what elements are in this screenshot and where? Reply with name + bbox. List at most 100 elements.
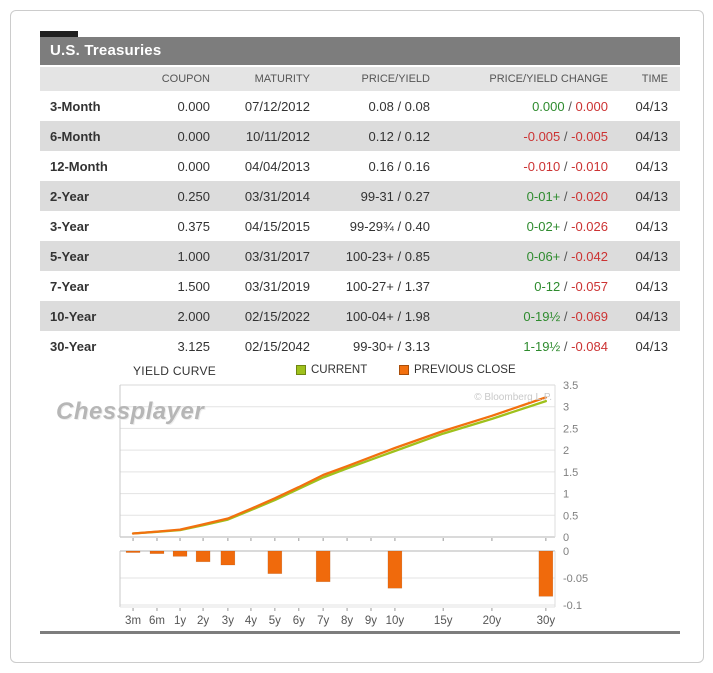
tab-notch — [40, 31, 78, 37]
svg-text:1: 1 — [563, 489, 569, 501]
maturity-value: 02/15/2042 — [244, 338, 310, 354]
previous-close-swatch-icon — [399, 365, 409, 375]
table-row: 3-Year 0.375 04/15/2015 99-29¾ / 0.40 0-02+ … — [40, 211, 680, 241]
svg-text:3m: 3m — [125, 615, 141, 627]
current-swatch-icon — [296, 365, 306, 375]
svg-text:6m: 6m — [149, 615, 165, 627]
price-yield-change-value: 0-01+ / -0.020 — [526, 188, 608, 204]
svg-text:2: 2 — [563, 445, 569, 457]
table-row: 3-Month 0.000 07/12/2012 0.08 / 0.08 0.000 /… — [40, 91, 680, 121]
price-yield-value: 100-23+ / 0.85 — [345, 248, 430, 264]
svg-text:2y: 2y — [197, 615, 209, 627]
table-row: 12-Month 0.000 04/04/2013 0.16 / 0.16 -0.010… — [40, 151, 680, 181]
table-row: 5-Year 1.000 03/31/2017 100-23+ / 0.85 0-06+… — [40, 241, 680, 271]
maturity-value: 04/04/2013 — [244, 158, 310, 174]
svg-text:5y: 5y — [269, 615, 281, 627]
tenor-label: 3-Year — [50, 218, 90, 234]
svg-text:0: 0 — [563, 532, 569, 544]
coupon-value: 0.000 — [177, 98, 210, 114]
time-value: 04/13 — [635, 308, 668, 324]
col-time: TIME — [641, 73, 668, 85]
tenor-label: 10-Year — [50, 308, 97, 324]
watermark: Chessplayer — [56, 398, 205, 425]
coupon-value: 1.500 — [177, 278, 210, 294]
legend-item-current: CURRENT — [296, 364, 367, 376]
coupon-value: 0.000 — [177, 158, 210, 174]
maturity-value: 07/12/2012 — [244, 98, 310, 114]
col-coupon: COUPON — [161, 73, 210, 85]
chart-title: YIELD CURVE — [133, 364, 217, 378]
price-yield-change-value: 1-19½ / -0.084 — [523, 338, 608, 354]
time-value: 04/13 — [635, 248, 668, 264]
table-row: 10-Year 2.000 02/15/2022 100-04+ / 1.98 0-19… — [40, 301, 680, 331]
svg-text:7y: 7y — [317, 615, 329, 627]
yield-curve-chart: 3.5 3 2.5 2 1.5 1 0.5 0 0 -0.05 -0.1 3m 6m 1y 2y 3y 4y 5y… — [40, 380, 680, 630]
maturity-value: 03/31/2017 — [244, 248, 310, 264]
tenor-label: 6-Month — [50, 128, 101, 144]
price-yield-value: 99-31 / 0.27 — [360, 188, 430, 204]
price-yield-value: 99-30+ / 3.13 — [353, 338, 430, 354]
time-value: 04/13 — [635, 218, 668, 234]
coupon-value: 0.250 — [177, 188, 210, 204]
svg-text:-0.1: -0.1 — [563, 600, 582, 612]
svg-text:2.5: 2.5 — [563, 423, 578, 435]
coupon-value: 3.125 — [177, 338, 210, 354]
table-header-row: COUPON MATURITY PRICE/YIELD PRICE/YIELD … — [40, 67, 680, 91]
tenor-label: 7-Year — [50, 278, 90, 294]
legend-previous-close-label: PREVIOUS CLOSE — [414, 364, 516, 376]
coupon-value: 0.000 — [177, 128, 210, 144]
bottom-rule — [40, 631, 680, 634]
coupon-value: 1.000 — [177, 248, 210, 264]
svg-text:20y: 20y — [483, 615, 502, 627]
table-row: 7-Year 1.500 03/31/2019 100-27+ / 1.37 0-12 … — [40, 271, 680, 301]
price-yield-change-value: 0-12 / -0.057 — [534, 278, 608, 294]
svg-text:3.5: 3.5 — [563, 380, 578, 392]
svg-text:3y: 3y — [222, 615, 234, 627]
maturity-value: 10/11/2012 — [245, 128, 310, 144]
price-yield-value: 100-27+ / 1.37 — [345, 278, 430, 294]
chart-legend-row: YIELD CURVE CURRENT PREVIOUS CLOSE — [40, 361, 680, 380]
price-yield-change-value: 0.000 / 0.000 — [532, 98, 608, 114]
coupon-value: 0.375 — [177, 218, 210, 234]
price-yield-change-value: 0-19½ / -0.069 — [523, 308, 608, 324]
time-value: 04/13 — [635, 278, 668, 294]
svg-text:8y: 8y — [341, 615, 353, 627]
time-value: 04/13 — [635, 158, 668, 174]
time-value: 04/13 — [635, 188, 668, 204]
maturity-value: 02/15/2022 — [244, 308, 310, 324]
price-yield-value: 0.12 / 0.12 — [368, 128, 430, 144]
svg-text:10y: 10y — [386, 615, 405, 627]
price-yield-value: 99-29¾ / 0.40 — [349, 218, 430, 234]
price-yield-value: 100-04+ / 1.98 — [345, 308, 430, 324]
svg-text:1.5: 1.5 — [563, 467, 578, 479]
svg-text:0: 0 — [563, 546, 569, 558]
svg-text:1y: 1y — [174, 615, 186, 627]
table-row: 2-Year 0.250 03/31/2014 99-31 / 0.27 0-01+ /… — [40, 181, 680, 211]
table-row: 30-Year 3.125 02/15/2042 99-30+ / 3.13 1-19½… — [40, 331, 680, 361]
time-value: 04/13 — [635, 338, 668, 354]
price-yield-change-value: 0-02+ / -0.026 — [526, 218, 608, 234]
svg-text:-0.05: -0.05 — [563, 573, 588, 585]
coupon-value: 2.000 — [177, 308, 210, 324]
tenor-label: 2-Year — [50, 188, 90, 204]
svg-text:15y: 15y — [434, 615, 453, 627]
col-price-yield: PRICE/YIELD — [361, 73, 430, 85]
price-yield-change-value: -0.005 / -0.005 — [523, 128, 608, 144]
bloomberg-copyright: © Bloomberg L.P. — [474, 392, 552, 403]
price-yield-change-value: 0-06+ / -0.042 — [526, 248, 608, 264]
col-maturity: MATURITY — [254, 73, 310, 85]
maturity-value: 03/31/2019 — [244, 278, 310, 294]
tenor-label: 30-Year — [50, 338, 97, 354]
price-yield-value: 0.16 / 0.16 — [368, 158, 430, 174]
tenor-label: 3-Month — [50, 98, 101, 114]
widget-titlebar: U.S. Treasuries — [40, 37, 680, 65]
legend-current-label: CURRENT — [311, 364, 368, 376]
tenor-label: 12-Month — [50, 158, 108, 174]
price-yield-value: 0.08 / 0.08 — [368, 98, 430, 114]
col-price-yield-change: PRICE/YIELD CHANGE — [489, 73, 608, 85]
table-row: 6-Month 0.000 10/11/2012 0.12 / 0.12 -0.005 … — [40, 121, 680, 151]
card-border — [10, 10, 704, 663]
tenor-label: 5-Year — [50, 248, 90, 264]
svg-text:3: 3 — [563, 402, 569, 414]
time-value: 04/13 — [635, 98, 668, 114]
